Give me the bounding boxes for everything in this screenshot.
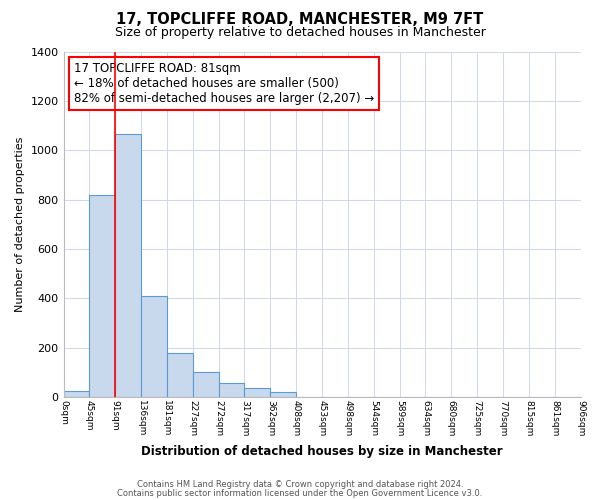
Text: Contains public sector information licensed under the Open Government Licence v3: Contains public sector information licen… [118,488,482,498]
Bar [89,194,115,397]
Y-axis label: Number of detached properties: Number of detached properties [15,136,25,312]
Text: Size of property relative to detached houses in Manchester: Size of property relative to detached ho… [115,26,485,39]
Text: 17, TOPCLIFFE ROAD, MANCHESTER, M9 7FT: 17, TOPCLIFFE ROAD, MANCHESTER, M9 7FT [116,12,484,28]
Bar [244,388,271,397]
Bar [167,352,193,397]
X-axis label: Distribution of detached houses by size in Manchester: Distribution of detached houses by size … [141,444,503,458]
Bar [141,296,167,397]
Bar [218,384,244,397]
Text: 17 TOPCLIFFE ROAD: 81sqm
← 18% of detached houses are smaller (500)
82% of semi-: 17 TOPCLIFFE ROAD: 81sqm ← 18% of detach… [74,62,374,105]
Bar [271,392,296,397]
Bar [64,391,89,397]
Text: Contains HM Land Registry data © Crown copyright and database right 2024.: Contains HM Land Registry data © Crown c… [137,480,463,489]
Bar [115,134,141,397]
Bar [193,372,218,397]
